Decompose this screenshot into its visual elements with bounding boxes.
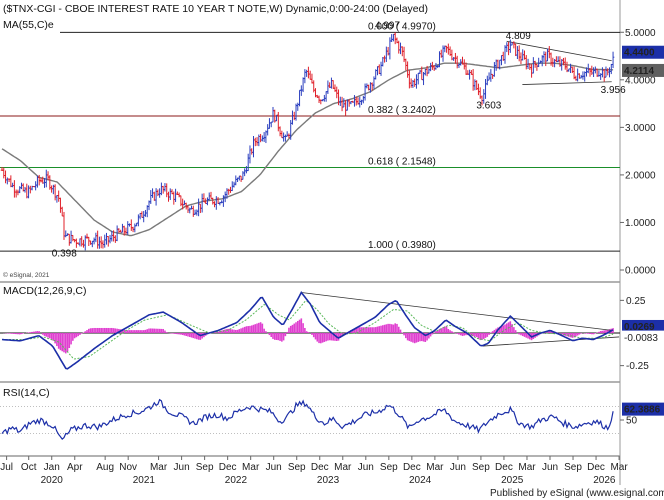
x-year-label: 2024 bbox=[409, 475, 432, 486]
macd-label: MACD(12,26,9,C) bbox=[3, 285, 86, 297]
x-month-label: Nov bbox=[119, 462, 137, 473]
x-month-label: Sep bbox=[380, 462, 398, 473]
x-axis: Jul Oct Jan Apr Aug Nov Mar Jun Sep Dec Mar Jun Sep D… bbox=[0, 456, 628, 486]
rsi-value-marker-text: 62.3886 bbox=[624, 405, 661, 416]
price-y-axis: 5.0000 4.0000 3.0000 2.0000 1.0000 0.0000 4.44… bbox=[620, 28, 664, 277]
price-annotation: 4.997 bbox=[375, 20, 400, 31]
price-trendlines bbox=[506, 40, 612, 85]
x-month-label: Dec bbox=[219, 462, 237, 473]
macd-tick-label: -0.25 bbox=[626, 361, 649, 372]
x-month-label: Jun bbox=[174, 462, 190, 473]
fib-level-label: 0.000 ( 4.9970) bbox=[368, 21, 436, 32]
price-trendline bbox=[506, 40, 612, 62]
rsi-value-marker: 62.3886 bbox=[622, 402, 664, 416]
price-tick-label: 3.0000 bbox=[625, 123, 656, 134]
last-price-marker: 4.4400 bbox=[622, 45, 664, 59]
x-month-label: Sep bbox=[564, 462, 582, 473]
macd-value-marker-bg bbox=[622, 319, 664, 333]
x-month-label: Sep bbox=[288, 462, 306, 473]
price-annotation: 0.398 bbox=[52, 249, 77, 260]
rsi-line bbox=[1, 398, 614, 440]
x-month-label: Mar bbox=[518, 462, 536, 473]
x-month-label: Dec bbox=[403, 462, 421, 473]
last-price-marker-bg bbox=[622, 45, 664, 59]
price-annotation: 3.603 bbox=[476, 100, 501, 111]
macd-lines bbox=[1, 291, 614, 370]
fibonacci-levels: 0.000 ( 4.9970) 0.382 ( 3.2402) 0.618 ( 2.… bbox=[0, 21, 620, 252]
x-month-label: Mar bbox=[334, 462, 352, 473]
x-year-label: 2023 bbox=[317, 475, 340, 486]
x-year-label: 2021 bbox=[133, 475, 156, 486]
macd-value-marker-text: 0.0269 bbox=[624, 322, 655, 333]
rsi-tick-label: 50 bbox=[626, 416, 638, 427]
price-tick-label: 2.0000 bbox=[625, 170, 656, 181]
x-month-label: Apr bbox=[67, 462, 83, 473]
price-tick-label: 0.0000 bbox=[625, 266, 656, 277]
x-month-label: Dec bbox=[311, 462, 329, 473]
macd-signal-marker: -0.0083 bbox=[621, 330, 664, 345]
macd-value-marker: 0.0269 bbox=[622, 319, 664, 333]
macd-trendline bbox=[301, 292, 612, 331]
ma-value-marker: 4.2114 bbox=[622, 63, 664, 77]
x-year-label: 2026 bbox=[593, 475, 616, 486]
x-month-label: Sep bbox=[472, 462, 490, 473]
panel-frames bbox=[0, 0, 621, 485]
x-month-label: Sep bbox=[196, 462, 214, 473]
x-month-label: Mar bbox=[150, 462, 168, 473]
x-month-label: Mar bbox=[610, 462, 628, 473]
price-annotations: 0.398 4.997 4.809 3.603 3.956 bbox=[52, 20, 626, 259]
ma-label: MA(55,C)e bbox=[3, 19, 54, 31]
x-month-label: Dec bbox=[495, 462, 513, 473]
price-trendline bbox=[522, 81, 612, 85]
macd-y-axis: 0.25 -0.25 0.0269-0.0083 bbox=[620, 296, 664, 372]
ma-value-marker-bg bbox=[622, 63, 664, 77]
macd-signal-text: -0.0083 bbox=[624, 333, 658, 344]
price-annotation: 3.956 bbox=[601, 85, 626, 96]
fib-level-label: 0.382 ( 3.2402) bbox=[368, 105, 436, 116]
price-tick-label: 5.0000 bbox=[625, 28, 656, 39]
x-month-label: Jun bbox=[358, 462, 374, 473]
macd-signal-bg bbox=[621, 330, 664, 345]
x-year-label: 2022 bbox=[225, 475, 248, 486]
ma-55-line bbox=[1, 62, 614, 237]
x-month-label: Jun bbox=[266, 462, 282, 473]
last-price-marker-text: 4.4400 bbox=[624, 48, 655, 59]
rsi-series bbox=[1, 398, 614, 440]
chart-title: ($TNX-CGI - CBOE INTEREST RATE 10 YEAR T… bbox=[3, 3, 428, 15]
x-month-label: Dec bbox=[587, 462, 605, 473]
x-month-label: Jun bbox=[450, 462, 466, 473]
x-month-label: Oct bbox=[21, 462, 37, 473]
price-tick-label: 1.0000 bbox=[625, 218, 656, 229]
ma-value-marker-text: 4.2114 bbox=[624, 66, 654, 77]
rsi-label: RSI(14,C) bbox=[3, 387, 50, 399]
x-month-label: Mar bbox=[426, 462, 444, 473]
x-year-label: 2020 bbox=[41, 475, 64, 486]
rsi-levels bbox=[0, 405, 620, 435]
price-bar bbox=[611, 51, 615, 69]
macd-tick-label: 0.25 bbox=[626, 296, 646, 307]
x-month-label: Mar bbox=[242, 462, 260, 473]
footer-credit: Published by eSignal (www.esignal.com) bbox=[490, 488, 664, 499]
rsi-value-marker-bg bbox=[622, 402, 664, 416]
fib-level-label: 1.000 ( 0.3980) bbox=[368, 240, 436, 251]
price-tick-label: 4.0000 bbox=[625, 75, 656, 86]
x-month-label: Jun bbox=[542, 462, 558, 473]
x-month-label: Jul bbox=[0, 462, 13, 473]
esignal-watermark: © eSignal, 2021 bbox=[3, 271, 50, 279]
price-annotation: 4.809 bbox=[506, 31, 531, 42]
ma-55-series bbox=[1, 62, 614, 237]
macd-line bbox=[1, 291, 614, 370]
fib-level-label: 0.618 ( 2.1548) bbox=[368, 157, 436, 168]
x-month-label: Jan bbox=[44, 462, 60, 473]
x-month-label: Aug bbox=[96, 462, 114, 473]
price-bars bbox=[0, 32, 615, 251]
macd-histogram bbox=[2, 318, 614, 354]
x-year-label: 2025 bbox=[501, 475, 524, 486]
